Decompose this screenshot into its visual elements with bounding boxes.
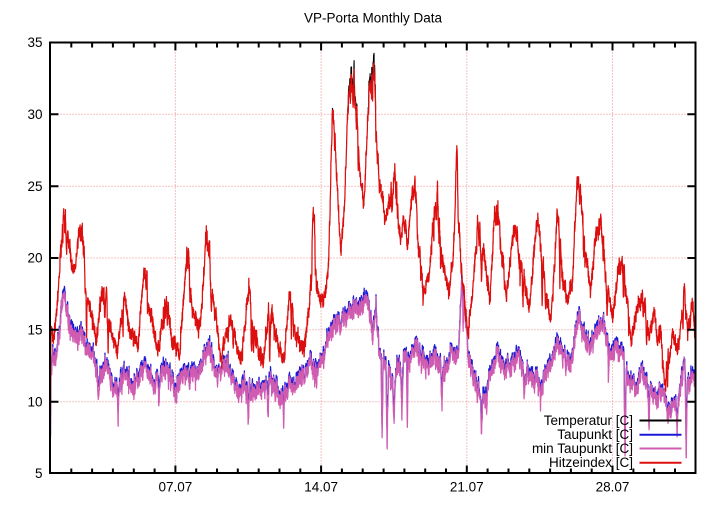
svg-text:20: 20 — [27, 251, 42, 266]
svg-text:25: 25 — [27, 179, 42, 194]
svg-text:VP-Porta Monthly Data: VP-Porta Monthly Data — [304, 11, 443, 26]
svg-text:min Taupunkt [C]: min Taupunkt [C] — [532, 441, 633, 456]
svg-text:30: 30 — [27, 107, 42, 122]
svg-text:Temperatur [C]: Temperatur [C] — [544, 413, 633, 428]
svg-text:14.07: 14.07 — [304, 480, 338, 495]
svg-text:28.07: 28.07 — [596, 480, 630, 495]
svg-text:15: 15 — [27, 323, 42, 338]
svg-text:Taupunkt [C]: Taupunkt [C] — [557, 427, 633, 442]
svg-text:Hitzeindex [C]: Hitzeindex [C] — [549, 455, 633, 470]
svg-text:10: 10 — [27, 394, 42, 409]
svg-text:21.07: 21.07 — [450, 480, 484, 495]
svg-text:5: 5 — [35, 466, 43, 481]
svg-text:07.07: 07.07 — [159, 480, 193, 495]
svg-text:35: 35 — [27, 35, 42, 50]
